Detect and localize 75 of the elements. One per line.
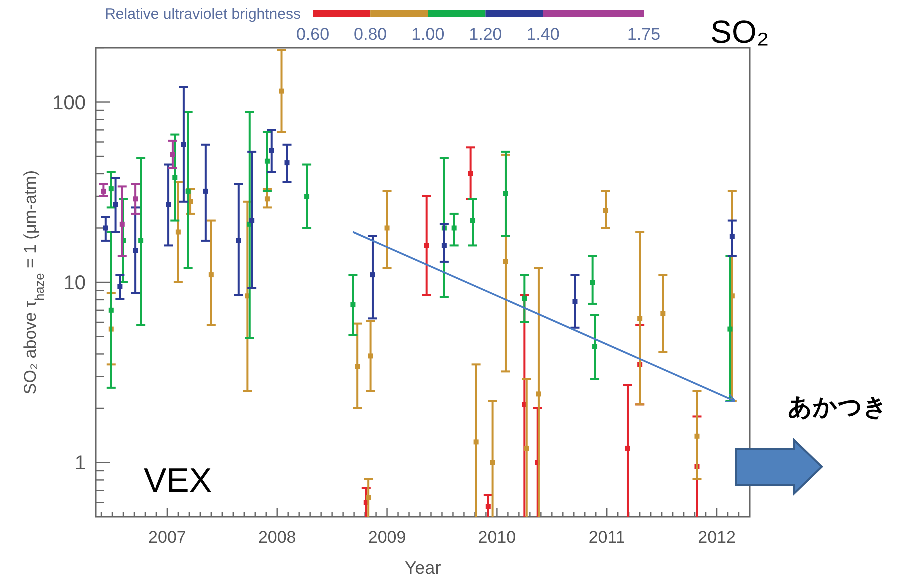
- point: [442, 243, 447, 248]
- point: [133, 196, 138, 202]
- point: [304, 194, 310, 200]
- point: [269, 148, 274, 153]
- point: [470, 218, 476, 224]
- x-tick-label: 2010: [478, 528, 516, 547]
- color-bar-label: 1.40: [526, 25, 560, 44]
- point: [424, 243, 430, 248]
- point: [203, 188, 208, 194]
- point: [503, 259, 508, 264]
- point: [503, 191, 508, 196]
- point: [486, 504, 491, 510]
- point: [172, 176, 178, 180]
- point: [264, 196, 270, 202]
- point: [452, 226, 457, 231]
- point: [250, 218, 255, 224]
- x-axis-title: Year: [404, 558, 442, 578]
- x-tick-label: 2007: [148, 528, 186, 547]
- point: [370, 272, 376, 278]
- color-bar-title: Relative ultraviolet brightness: [105, 6, 301, 23]
- point: [730, 234, 735, 239]
- point: [625, 446, 630, 451]
- point: [590, 280, 596, 285]
- point: [208, 272, 214, 278]
- point: [120, 222, 125, 227]
- point: [166, 202, 172, 208]
- point: [366, 495, 372, 500]
- annotation: VEX: [144, 462, 212, 500]
- point: [350, 302, 356, 308]
- point: [660, 311, 666, 316]
- point: [284, 160, 290, 166]
- point: [468, 171, 474, 176]
- point: [108, 186, 114, 192]
- point: [572, 299, 578, 304]
- point: [384, 226, 390, 231]
- x-tick-label: 2012: [698, 528, 736, 547]
- annotation: SO₂: [710, 14, 770, 50]
- y-tick-label: 1: [74, 452, 86, 475]
- point: [236, 238, 242, 244]
- point: [522, 296, 528, 302]
- color-bar-label: 0.80: [354, 25, 388, 44]
- point: [133, 248, 138, 254]
- color-bar-label: 0.60: [296, 25, 330, 44]
- point: [118, 284, 123, 290]
- point: [490, 460, 496, 466]
- color-bar-label: 1.00: [412, 25, 445, 44]
- point: [181, 142, 186, 148]
- point: [694, 434, 700, 439]
- point: [170, 152, 176, 158]
- point: [176, 230, 181, 235]
- y-tick-label: 10: [64, 272, 86, 294]
- point: [103, 226, 108, 231]
- point: [604, 208, 609, 214]
- point: [474, 440, 479, 445]
- x-tick-label: 2011: [588, 528, 626, 547]
- point: [138, 238, 144, 244]
- point: [279, 88, 284, 94]
- point: [113, 202, 118, 208]
- point: [592, 344, 598, 350]
- point: [186, 188, 191, 194]
- x-tick-label: 2008: [258, 528, 296, 547]
- x-tick-label: 2009: [368, 528, 406, 547]
- y-tick-label: 100: [52, 92, 86, 114]
- point: [524, 446, 530, 451]
- text: あかつき: [788, 394, 888, 421]
- point: [108, 308, 114, 313]
- point: [638, 316, 643, 322]
- point: [101, 188, 106, 194]
- point: [728, 326, 733, 332]
- point: [368, 354, 374, 359]
- color-bar-label: 1.75: [627, 25, 661, 44]
- color-bar-label: 1.20: [469, 25, 502, 44]
- point: [264, 158, 270, 164]
- point: [536, 392, 542, 397]
- point: [355, 364, 360, 370]
